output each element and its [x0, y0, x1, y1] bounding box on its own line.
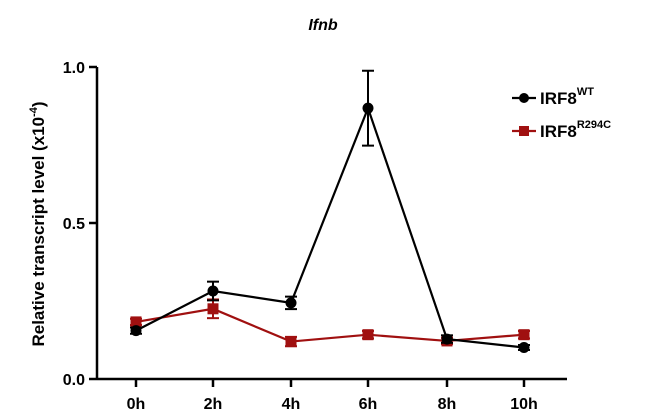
data-point [518, 329, 530, 341]
x-tick-label: 10h [510, 396, 538, 413]
legend-marker [519, 93, 529, 103]
series-r294c [130, 298, 530, 348]
y-axis-label: Relative transcript level (x10-4) [28, 101, 48, 346]
data-point [362, 102, 374, 114]
series-wt [130, 69, 530, 353]
y-tick-label: 0.5 [63, 216, 85, 233]
y-axis-label-exponent: -4 [28, 106, 40, 117]
y-tick-label: 1.0 [63, 60, 85, 77]
y-axis-label-close: ) [29, 101, 48, 107]
series-layer [130, 69, 530, 353]
x-tick-label: 2h [204, 396, 223, 413]
legend-marker [519, 126, 529, 136]
y-axis-label-text: Relative transcript level (x10 [29, 117, 48, 347]
data-point [441, 333, 453, 345]
data-point [207, 285, 219, 297]
x-ticks: 0h 2h 4h 6h 8h 10h [127, 379, 538, 413]
y-tick-label: 0.0 [63, 372, 85, 389]
x-tick-label: 6h [359, 396, 378, 413]
data-point [362, 329, 374, 341]
legend-label: IRF8WT [540, 86, 594, 108]
legend-label: IRF8R294C [540, 119, 611, 141]
chart-title: Ifnb [308, 17, 338, 34]
legend-entry: IRF8R294C [512, 119, 611, 141]
data-point [130, 316, 142, 328]
legend-entry: IRF8WT [512, 86, 594, 108]
x-tick-label: 4h [282, 396, 301, 413]
legend: IRF8WT IRF8R294C [512, 86, 611, 141]
data-point [518, 341, 530, 353]
x-tick-label: 8h [438, 396, 457, 413]
series-line [135, 105, 525, 349]
data-point [207, 303, 219, 315]
data-point [285, 336, 297, 348]
y-ticks: 0.0 0.5 1.0 [63, 60, 97, 389]
x-tick-label: 0h [127, 396, 146, 413]
series-line [135, 307, 525, 343]
data-point [285, 297, 297, 309]
data-point [130, 325, 142, 337]
svg-text:Relative transcript level (x10: Relative transcript level (x10-4) [28, 101, 48, 346]
